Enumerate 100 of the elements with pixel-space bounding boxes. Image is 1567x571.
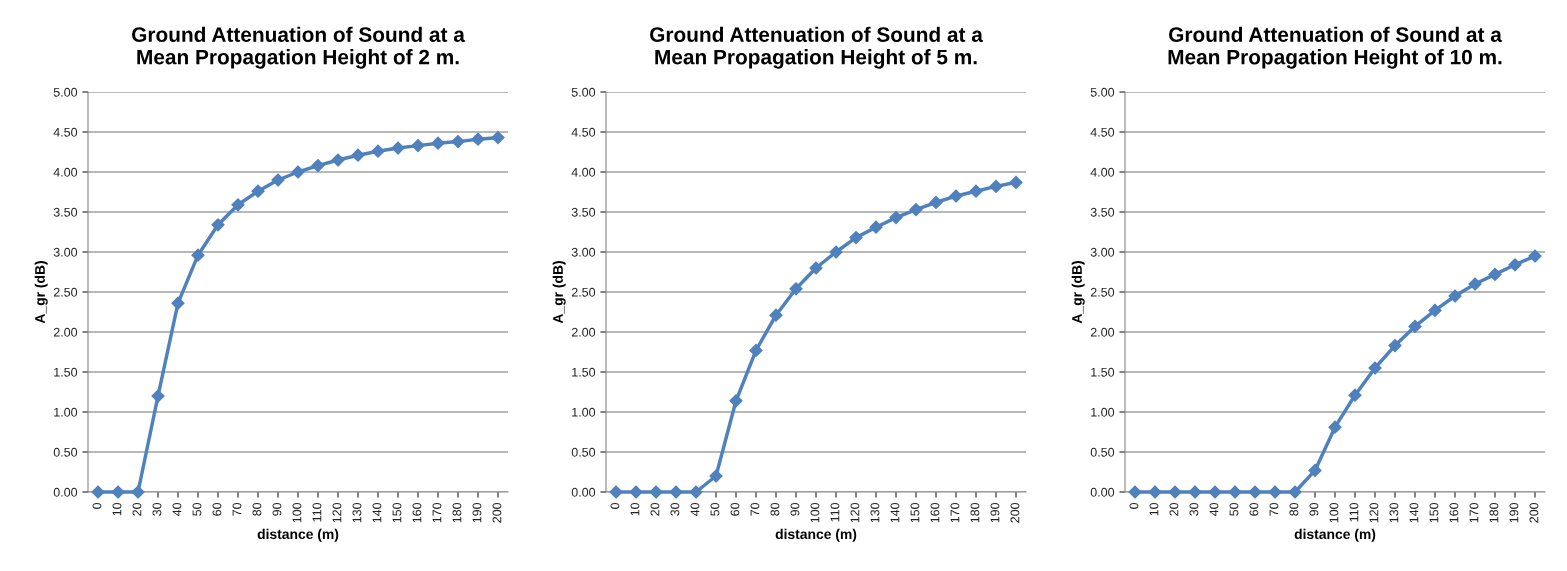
point bbox=[251, 184, 265, 198]
point bbox=[629, 485, 643, 499]
point bbox=[809, 261, 823, 275]
point bbox=[1188, 485, 1202, 499]
x-tick-label: 200 bbox=[1010, 502, 1020, 523]
y-tick-label: 2.50 bbox=[53, 287, 78, 297]
y-tick-label: 2.50 bbox=[1090, 287, 1115, 297]
point bbox=[491, 131, 505, 145]
point bbox=[1288, 485, 1302, 499]
point bbox=[351, 148, 365, 162]
x-tick-label: 100 bbox=[292, 502, 302, 523]
x-tick-label: 100 bbox=[810, 502, 820, 523]
x-tick-label: 180 bbox=[452, 502, 462, 523]
x-tick-label: 160 bbox=[1449, 502, 1459, 523]
chart-title: Ground Attenuation of Sound at a Mean Propagation Height of 10 m. bbox=[1168, 26, 1502, 69]
x-tick-label: 130 bbox=[870, 502, 880, 523]
point bbox=[829, 245, 843, 259]
y-tick-label: 0.50 bbox=[571, 447, 596, 457]
x-tick-label: 200 bbox=[1529, 502, 1539, 523]
x-tick-label: 150 bbox=[910, 502, 920, 523]
x-tick-label: 190 bbox=[990, 502, 1000, 523]
y-tick-label: 0.50 bbox=[1090, 447, 1115, 457]
x-tick-label: 40 bbox=[1209, 502, 1219, 517]
point bbox=[331, 153, 345, 167]
point bbox=[131, 485, 145, 499]
x-tick-label: 110 bbox=[830, 502, 840, 522]
point bbox=[669, 485, 683, 499]
x-tick-label: 20 bbox=[132, 502, 142, 516]
point bbox=[1508, 258, 1522, 272]
point bbox=[1148, 485, 1162, 499]
x-tick-label: 80 bbox=[770, 502, 780, 516]
x-tick-label: 30 bbox=[670, 502, 680, 516]
y-tick-label: 4.50 bbox=[571, 127, 596, 137]
y-tick-label: 4.00 bbox=[1090, 167, 1115, 177]
x-tick-label: 10 bbox=[112, 502, 122, 516]
x-tick-label: 150 bbox=[1429, 502, 1439, 523]
x-tick-label: 120 bbox=[332, 502, 342, 523]
point bbox=[649, 485, 663, 499]
y-tick-label: 1.00 bbox=[1091, 407, 1115, 417]
x-tick-label: 150 bbox=[392, 502, 402, 523]
point bbox=[471, 132, 485, 146]
x-tick-label: 90 bbox=[1309, 502, 1319, 516]
y-tick-label: 5.00 bbox=[1090, 87, 1115, 97]
point bbox=[1248, 485, 1262, 499]
point bbox=[1308, 463, 1322, 477]
point bbox=[709, 469, 723, 483]
point bbox=[1528, 249, 1542, 263]
point bbox=[849, 231, 863, 245]
point bbox=[111, 485, 125, 499]
point bbox=[391, 141, 405, 155]
y-tick-label: 0.00 bbox=[53, 487, 78, 497]
x-tick-label: 190 bbox=[472, 502, 482, 523]
x-axis-title: distance (m) bbox=[1294, 528, 1376, 542]
point bbox=[949, 189, 963, 203]
y-tick-label: 1.50 bbox=[1091, 367, 1115, 377]
point bbox=[1368, 361, 1382, 375]
point bbox=[889, 211, 903, 225]
point bbox=[1009, 175, 1023, 189]
point bbox=[909, 203, 923, 217]
y-tick-label: 4.00 bbox=[53, 167, 78, 177]
y-tick-label: 5.00 bbox=[571, 87, 596, 97]
x-tick-label: 80 bbox=[1289, 502, 1299, 516]
y-tick-label: 2.00 bbox=[571, 327, 596, 337]
point bbox=[1328, 420, 1342, 434]
y-axis-title: A_gr (dB) bbox=[1071, 261, 1085, 324]
point bbox=[689, 485, 703, 499]
x-tick-label: 30 bbox=[152, 502, 162, 516]
y-tick-label: 1.00 bbox=[572, 407, 596, 417]
y-tick-label: 1.50 bbox=[572, 367, 596, 377]
x-tick-label: 90 bbox=[272, 502, 282, 516]
x-tick-label: 170 bbox=[1469, 502, 1479, 523]
x-tick-label: 50 bbox=[710, 502, 720, 516]
x-tick-label: 170 bbox=[432, 502, 442, 523]
x-tick-label: 70 bbox=[232, 502, 242, 516]
point bbox=[151, 389, 165, 403]
point bbox=[1268, 485, 1282, 499]
point bbox=[869, 220, 883, 234]
y-tick-label: 4.50 bbox=[1090, 127, 1115, 137]
point bbox=[191, 248, 205, 262]
y-tick-label: 5.00 bbox=[53, 87, 78, 97]
point bbox=[789, 282, 803, 296]
x-tick-label: 130 bbox=[352, 502, 362, 523]
y-tick-label: 1.00 bbox=[54, 407, 78, 417]
x-tick-label: 120 bbox=[1369, 502, 1379, 523]
y-tick-label: 4.50 bbox=[53, 127, 78, 137]
x-tick-label: 20 bbox=[1169, 502, 1179, 516]
x-tick-label: 50 bbox=[192, 502, 202, 516]
point bbox=[371, 144, 385, 158]
point bbox=[1208, 485, 1222, 499]
point bbox=[1448, 289, 1462, 303]
point bbox=[969, 184, 983, 198]
point bbox=[311, 159, 325, 173]
point bbox=[1428, 303, 1442, 317]
point bbox=[431, 136, 445, 150]
y-tick-label: 2.50 bbox=[571, 287, 596, 297]
point bbox=[729, 394, 743, 408]
x-tick-label: 120 bbox=[850, 502, 860, 523]
point bbox=[411, 139, 425, 153]
point bbox=[989, 179, 1003, 193]
y-tick-label: 2.00 bbox=[53, 327, 78, 337]
